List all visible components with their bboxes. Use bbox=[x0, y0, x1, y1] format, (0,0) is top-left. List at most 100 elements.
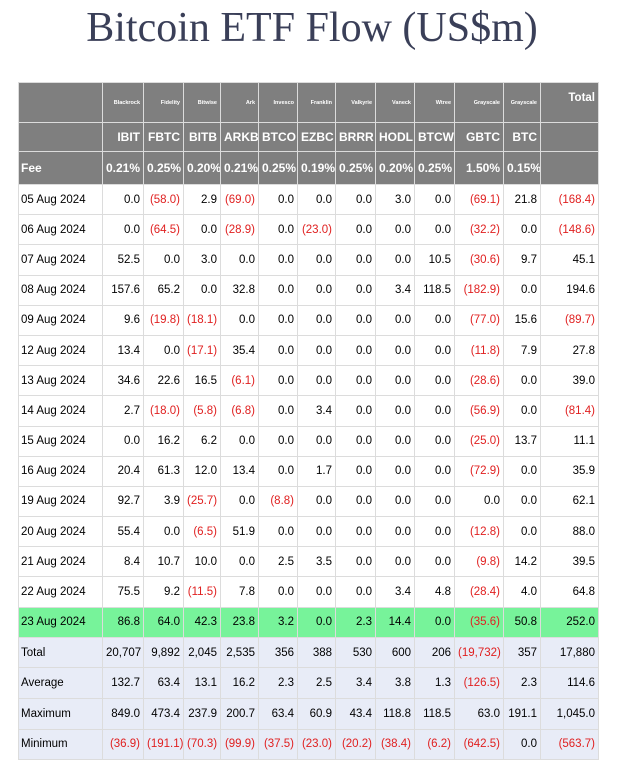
flow-value-cell: (25.0) bbox=[454, 425, 504, 457]
summary-value-cell: 16.2 bbox=[220, 667, 259, 699]
table-row: 07 Aug 2024 52.5 0.0 3.0 0.0 0.0 0.0 0.0 0.0 10.5… bbox=[18, 244, 599, 276]
table-row: 15 Aug 2024 0.0 16.2 6.2 0.0 0.0 0.0 0.0 0.0 0.0(… bbox=[18, 425, 599, 457]
flow-value-cell: 0.0 bbox=[143, 244, 184, 276]
flow-value-cell: 3.4 bbox=[375, 576, 415, 608]
table-row: 16 Aug 2024 20.4 61.3 12.0 13.4 0.0 1.7 0.0 0.0 0… bbox=[18, 455, 599, 487]
flow-value-cell: 0.0 bbox=[335, 485, 376, 518]
flow-value-cell: 0.0 bbox=[375, 425, 415, 457]
summary-value-cell: 20,707 bbox=[102, 636, 144, 669]
flow-value-cell: 0.0 bbox=[414, 365, 455, 397]
flow-value-cell: (8.8) bbox=[258, 485, 298, 518]
summary-value-cell: 1.3 bbox=[414, 667, 455, 699]
flow-value-cell: 0.0 bbox=[335, 455, 376, 487]
flow-value-cell: 21.8 bbox=[503, 183, 541, 216]
row-total-cell: 88.0 bbox=[540, 516, 599, 548]
flow-value-cell: 0.0 bbox=[335, 546, 376, 578]
date-cell: 07 Aug 2024 bbox=[18, 244, 103, 276]
summary-value-cell: 132.7 bbox=[102, 667, 144, 699]
table-row: 06 Aug 2024 0.0 (64.5) 0.0 (28.9) 0.0 (23.0) 0.… bbox=[18, 214, 599, 246]
ticker-header-cell: ARKB bbox=[220, 122, 259, 152]
summary-value-cell: 118.8 bbox=[375, 698, 415, 730]
flow-value-cell: 0.0 bbox=[375, 304, 415, 336]
flow-value-cell: (77.0) bbox=[454, 304, 504, 336]
summary-value-cell: 63.4 bbox=[258, 698, 298, 730]
fee-cell: 0.25% bbox=[335, 151, 376, 185]
flow-value-cell: (11.8) bbox=[454, 334, 504, 367]
fee-label-cell: Fee bbox=[18, 151, 103, 185]
row-total-cell: (81.4) bbox=[540, 395, 599, 427]
flow-value-cell: 0.0 bbox=[503, 485, 541, 518]
issuer-header-cell: Bitwise bbox=[183, 82, 221, 123]
summary-value-cell: 849.0 bbox=[102, 698, 144, 730]
fee-cell: 0.19% bbox=[297, 151, 336, 185]
summary-value-cell: 2.5 bbox=[297, 667, 336, 699]
ticker-header-cell: BTCW bbox=[414, 122, 455, 152]
ticker-header-cell: GBTC bbox=[454, 122, 504, 152]
flow-value-cell: 3.4 bbox=[375, 274, 415, 306]
date-cell: 20 Aug 2024 bbox=[18, 516, 103, 548]
ticker-header-cell: BTC bbox=[503, 122, 541, 152]
flow-value-cell: 0.0 bbox=[258, 395, 298, 427]
flow-value-cell: 0.0 bbox=[297, 334, 336, 367]
date-cell: 06 Aug 2024 bbox=[18, 214, 103, 246]
flow-value-cell: 118.5 bbox=[414, 274, 455, 306]
flow-value-cell: (6.1) bbox=[220, 365, 259, 397]
issuer-header-cell: Vaneck bbox=[375, 82, 415, 123]
flow-value-cell: 0.0 bbox=[414, 485, 455, 518]
ticker-header-cell: FBTC bbox=[143, 122, 184, 152]
flow-value-cell: 3.2 bbox=[258, 606, 298, 638]
flow-value-cell: 0.0 bbox=[335, 395, 376, 427]
summary-value-cell: 3.8 bbox=[375, 667, 415, 699]
flow-value-cell: 2.7 bbox=[102, 395, 144, 427]
summary-value-cell: 0.0 bbox=[503, 728, 541, 761]
flow-value-cell: 0.0 bbox=[414, 304, 455, 336]
flow-value-cell: 35.4 bbox=[220, 334, 259, 367]
fee-cell: 1.50% bbox=[454, 151, 504, 185]
flow-value-cell: 0.0 bbox=[375, 365, 415, 397]
flow-value-cell: 3.0 bbox=[183, 244, 221, 276]
flow-value-cell: 0.0 bbox=[335, 183, 376, 216]
flow-value-cell: 4.0 bbox=[503, 576, 541, 608]
flow-value-cell: 0.0 bbox=[143, 516, 184, 548]
flow-value-cell: 0.0 bbox=[143, 334, 184, 367]
fee-cell: 0.25% bbox=[143, 151, 184, 185]
flow-value-cell: 32.8 bbox=[220, 274, 259, 306]
row-total-cell: (148.6) bbox=[540, 214, 599, 246]
ticker-header-cell: BRRR bbox=[335, 122, 376, 152]
flow-value-cell: 14.2 bbox=[503, 546, 541, 578]
flow-value-cell: 12.0 bbox=[183, 455, 221, 487]
summary-value-cell: (99.9) bbox=[220, 728, 259, 761]
date-cell: 16 Aug 2024 bbox=[18, 455, 103, 487]
date-cell: 21 Aug 2024 bbox=[18, 546, 103, 578]
flow-value-cell: (56.9) bbox=[454, 395, 504, 427]
row-total-cell: 35.9 bbox=[540, 455, 599, 487]
flow-value-cell: 0.0 bbox=[414, 334, 455, 367]
flow-value-cell: (6.5) bbox=[183, 516, 221, 548]
flow-value-cell: 16.5 bbox=[183, 365, 221, 397]
flow-value-cell: 0.0 bbox=[335, 304, 376, 336]
flow-value-cell: 0.0 bbox=[297, 244, 336, 276]
table-row: 09 Aug 2024 9.6 (19.8) (18.1) 0.0 0.0 0.0 0.0 0.… bbox=[18, 304, 599, 336]
summary-value-cell: 473.4 bbox=[143, 698, 184, 730]
date-cell: 15 Aug 2024 bbox=[18, 425, 103, 457]
flow-value-cell: 0.0 bbox=[183, 214, 221, 246]
flow-value-cell: (11.5) bbox=[183, 576, 221, 608]
fee-cell: 0.15% bbox=[503, 151, 541, 185]
table-row: 12 Aug 2024 13.4 0.0 (17.1) 35.4 0.0 0.0 0.0 0.0… bbox=[18, 334, 599, 367]
row-total-cell: 39.5 bbox=[540, 546, 599, 578]
flow-value-cell: 0.0 bbox=[258, 516, 298, 548]
summary-value-cell: 388 bbox=[297, 636, 336, 669]
flow-value-cell: 0.0 bbox=[503, 274, 541, 306]
flow-value-cell: 0.0 bbox=[220, 485, 259, 518]
flow-value-cell: (6.8) bbox=[220, 395, 259, 427]
summary-value-cell: (70.3) bbox=[183, 728, 221, 761]
flow-value-cell: 0.0 bbox=[297, 606, 336, 638]
flow-value-cell: (18.1) bbox=[183, 304, 221, 336]
flow-value-cell: 10.7 bbox=[143, 546, 184, 578]
ticker-header-cell: HODL bbox=[375, 122, 415, 152]
flow-value-cell: 0.0 bbox=[258, 425, 298, 457]
flow-value-cell: 15.6 bbox=[503, 304, 541, 336]
flow-value-cell: 61.3 bbox=[143, 455, 184, 487]
flow-value-cell: 2.9 bbox=[183, 183, 221, 216]
flow-value-cell: (19.8) bbox=[143, 304, 184, 336]
